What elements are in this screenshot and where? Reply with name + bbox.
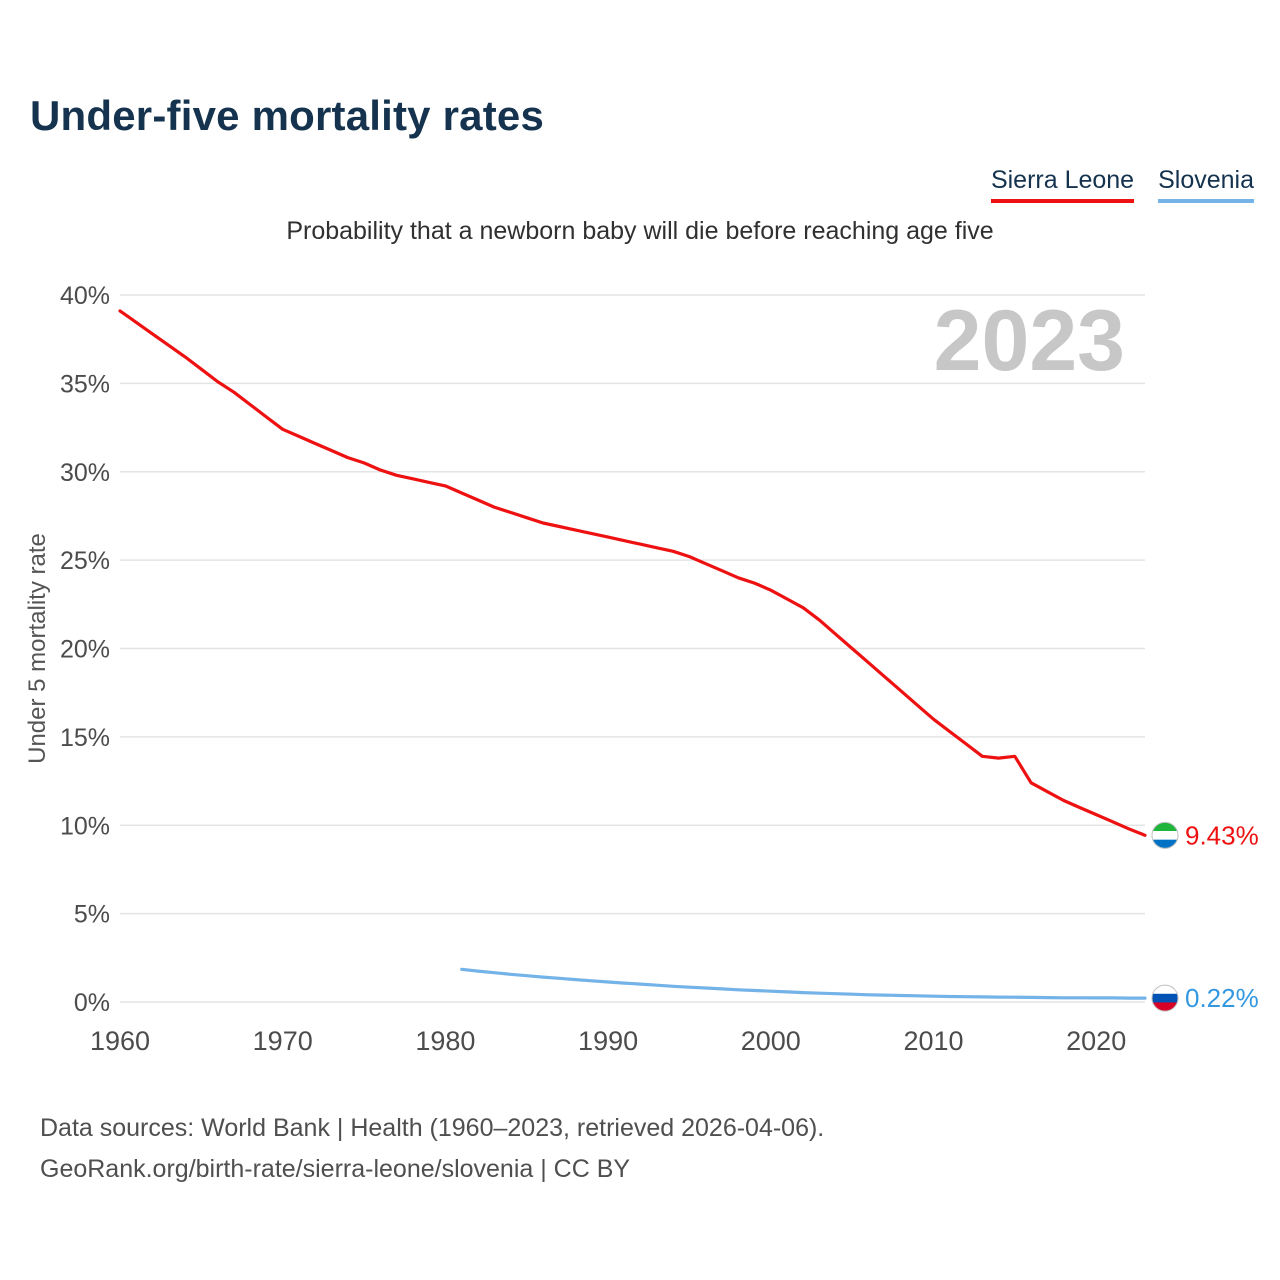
y-tick-label: 35% xyxy=(60,370,110,398)
y-tick-label: 5% xyxy=(74,901,110,929)
chart-subtitle: Probability that a newborn baby will die… xyxy=(286,217,994,245)
mortality-line-chart: 0% 5% 10% 15% 20% 25% 30% 35% 40% 1960 1970 1980 199… xyxy=(24,282,1259,1056)
y-tick-label: 20% xyxy=(60,636,110,664)
sierra-leone-line xyxy=(118,309,1147,837)
legend: Sierra Leone Slovenia xyxy=(990,166,1254,203)
attribution-text: GeoRank.org/birth-rate/sierra-leone/slov… xyxy=(40,1155,631,1183)
y-axis-label: Under 5 mortality rate xyxy=(24,533,51,764)
sierra-leone-flag-icon xyxy=(1152,822,1178,849)
x-tick-label: 2010 xyxy=(903,1026,963,1056)
page-title: Under-five mortality rates xyxy=(30,92,545,139)
y-tick-label: 15% xyxy=(60,724,110,752)
y-tick-label: 25% xyxy=(60,547,110,575)
slovenia-line xyxy=(460,967,1147,1000)
legend-item-sierra-leone[interactable]: Sierra Leone xyxy=(990,166,1135,203)
x-tick-label: 1990 xyxy=(578,1026,638,1056)
y-tick-label: 0% xyxy=(74,989,110,1017)
y-tick-label: 30% xyxy=(60,459,110,487)
legend-item-slovenia[interactable]: Slovenia xyxy=(1158,166,1254,203)
footer: Data sources: World Bank | Health (1960–… xyxy=(40,1108,824,1190)
x-tick-label: 2000 xyxy=(741,1026,801,1056)
x-tick-label: 2020 xyxy=(1066,1026,1126,1056)
slovenia-value-label: 0.22% xyxy=(1185,983,1259,1013)
x-tick-label: 1970 xyxy=(253,1026,313,1056)
x-tick-label: 1960 xyxy=(90,1026,150,1056)
data-sources-text: Data sources: World Bank | Health (1960–… xyxy=(40,1114,825,1142)
slovenia-flag-icon-border xyxy=(1151,984,1179,1012)
sierra-leone-value-label: 9.43% xyxy=(1185,820,1259,850)
chart-area: 0% 5% 10% 15% 20% 25% 30% 35% 40% 1960 1970 1980 199… xyxy=(0,250,1280,1085)
y-tick-label: 10% xyxy=(60,812,110,840)
slovenia-flag-icon xyxy=(1152,985,1178,1012)
year-watermark: 2023 xyxy=(934,293,1125,389)
y-tick-label: 40% xyxy=(60,282,110,310)
sierra-leone-flag-icon-border xyxy=(1151,821,1179,849)
x-tick-label: 1980 xyxy=(415,1026,475,1056)
